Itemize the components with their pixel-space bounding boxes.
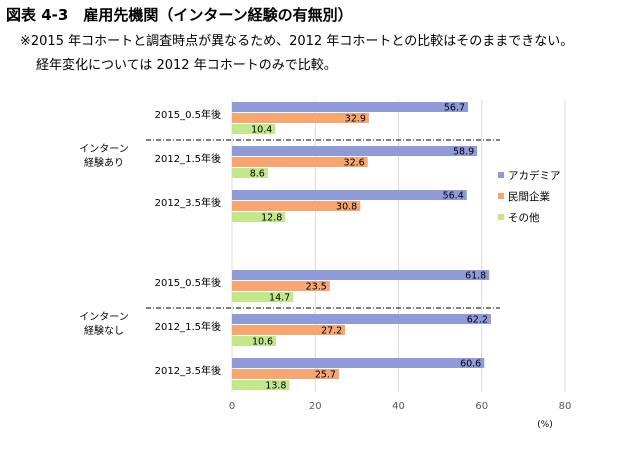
bar-private	[232, 113, 369, 123]
bar-other	[232, 380, 290, 390]
bar-other	[232, 168, 268, 178]
legend-swatch	[498, 214, 504, 220]
bar-other	[232, 336, 277, 346]
category-label: 2012_1.5年後	[155, 320, 221, 333]
data-label: 61.8	[465, 271, 486, 282]
bar-private	[232, 325, 346, 335]
bar-private	[232, 157, 368, 167]
legend-swatch	[498, 193, 504, 199]
group-label-line: 経験なし	[84, 324, 124, 337]
group-label-line: 経験あり	[84, 156, 124, 169]
chart-category-labels: 2015_0.5年後 2012_1.5年後 2012_3.5年後 2015_0.5年後…	[155, 108, 221, 377]
bar-academia	[232, 314, 491, 324]
legend-label: その他	[508, 211, 540, 224]
data-label: 56.4	[443, 191, 464, 202]
x-unit-label: (%)	[537, 420, 553, 430]
data-label: 10.6	[252, 337, 273, 348]
x-tick-label: 80	[559, 401, 572, 412]
chart-x-axis: 0 20 40 60 80 (%)	[229, 401, 572, 430]
category-label: 2015_0.5年後	[155, 108, 221, 121]
data-label: 62.2	[467, 315, 488, 326]
data-label: 14.7	[269, 293, 290, 304]
bar-academia	[232, 102, 469, 112]
chart-bars	[232, 102, 491, 390]
x-tick-label: 20	[309, 401, 322, 412]
legend-swatch	[498, 172, 504, 178]
x-tick-label: 0	[229, 401, 235, 412]
category-label: 2012_3.5年後	[155, 364, 221, 377]
category-label: 2012_1.5年後	[155, 152, 221, 165]
category-label: 2012_3.5年後	[155, 196, 221, 209]
bar-private	[232, 201, 361, 211]
data-label: 27.2	[321, 326, 342, 337]
data-label: 30.8	[336, 202, 357, 213]
bar-other	[232, 212, 286, 222]
data-label: 23.5	[306, 282, 327, 293]
data-label: 58.9	[453, 147, 474, 158]
legend-label: アカデミア	[508, 169, 561, 182]
data-label: 10.4	[251, 125, 272, 136]
bar-academia	[232, 270, 490, 280]
group-label-line: インターン	[79, 143, 129, 155]
x-tick-label: 60	[475, 401, 488, 412]
bar-academia	[232, 146, 478, 156]
bar-other	[232, 292, 294, 302]
chart-gridlines	[146, 100, 566, 392]
group-label-line: インターン	[79, 311, 129, 323]
bar-academia	[232, 190, 467, 200]
page-title: 図表 4-3 雇用先機関（インターン経験の有無別）	[6, 6, 353, 24]
data-label: 32.6	[344, 158, 365, 169]
bar-other	[232, 124, 276, 134]
data-label: 12.8	[261, 213, 282, 224]
data-label: 56.7	[444, 103, 465, 114]
legend-label: 民間企業	[508, 190, 550, 203]
note-comparison: ※2015 年コホートと調査時点が異なるため、2012 年コホートとの比較はその…	[20, 34, 574, 49]
data-label: 60.6	[460, 359, 481, 370]
bar-private	[232, 369, 339, 379]
data-label: 13.8	[265, 381, 286, 392]
chart-value-labels: 56.7 32.9 10.4 58.9 32.6 8.6 56.4 30.8 12.8 61.8 2…	[250, 103, 488, 392]
x-tick-label: 40	[392, 401, 405, 412]
data-label: 25.7	[315, 370, 336, 381]
bar-private	[232, 281, 330, 291]
note-trend: 経年変化については 2012 年コホートのみで比較。	[36, 58, 337, 73]
data-label: 32.9	[345, 114, 366, 125]
bar-academia	[232, 358, 485, 368]
data-label: 8.6	[250, 169, 265, 180]
category-label: 2015_0.5年後	[155, 276, 221, 289]
